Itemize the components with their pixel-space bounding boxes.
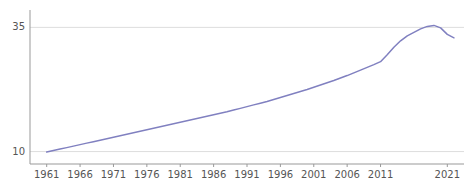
- plot-area: [47, 25, 454, 152]
- x-tick: [180, 164, 181, 167]
- grid-line: [30, 151, 464, 152]
- x-tick-label: 1986: [201, 169, 226, 180]
- x-tick: [80, 164, 81, 167]
- x-tick-label: 1976: [134, 169, 159, 180]
- x-tick-label: 1991: [234, 169, 259, 180]
- x-tick: [313, 164, 314, 167]
- x-tick: [46, 164, 47, 167]
- chart: 10 35 1961 1966 1971 1976 1981 1986 1991 1996 2001…: [0, 0, 474, 188]
- x-tick: [247, 164, 248, 167]
- x-tick-label: 1961: [34, 169, 59, 180]
- y-axis-line: [30, 10, 31, 164]
- x-tick-label: 1981: [168, 169, 193, 180]
- x-tick-label: 1966: [67, 169, 92, 180]
- x-tick-label: 2021: [435, 169, 460, 180]
- x-tick: [113, 164, 114, 167]
- x-tick: [213, 164, 214, 167]
- x-tick-label: 2001: [301, 169, 326, 180]
- grid-line: [30, 27, 464, 28]
- x-tick: [146, 164, 147, 167]
- x-tick-label: 1996: [268, 169, 293, 180]
- line: [47, 25, 454, 152]
- x-tick: [347, 164, 348, 167]
- x-tick: [380, 164, 381, 167]
- x-tick-label: 1971: [101, 169, 126, 180]
- y-tick-label: 35: [12, 21, 25, 32]
- x-tick: [447, 164, 448, 167]
- x-tick-label: 2006: [334, 169, 359, 180]
- grid: [30, 27, 464, 151]
- x-tick: [280, 164, 281, 167]
- y-tick-label: 10: [12, 146, 25, 157]
- x-tick-label: 2011: [368, 169, 393, 180]
